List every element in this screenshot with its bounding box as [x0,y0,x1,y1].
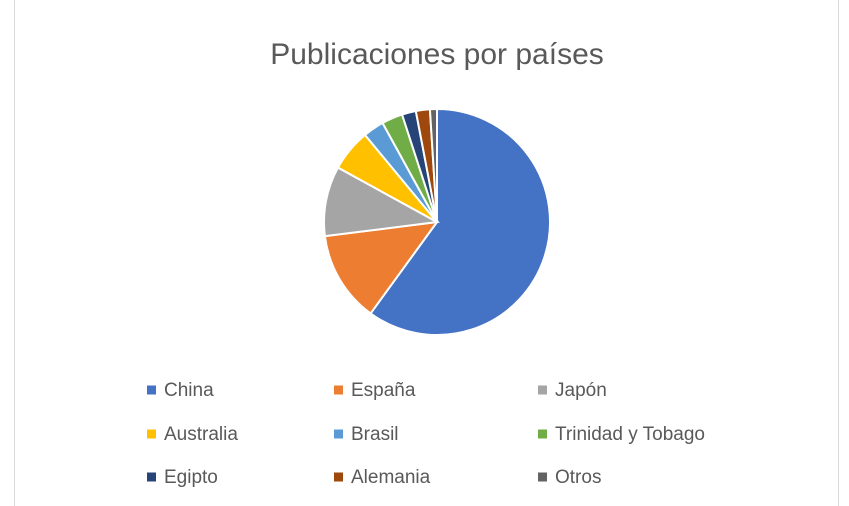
legend-label: Alemania [351,467,431,488]
legend-marker [334,429,343,439]
legend-label: Australia [164,424,238,445]
legend-label: Trinidad y Tobago [555,424,705,445]
legend-marker [538,385,547,395]
legend-marker [334,385,343,395]
pie-slice [428,107,438,223]
legend-label: España [351,380,416,401]
pie-slice [369,107,551,336]
legend-marker [538,429,547,439]
legend-label: Otros [555,467,601,488]
legend-label: Egipto [164,467,218,488]
chart-title: Publicaciones por países [270,38,604,71]
pie-slice [323,166,441,238]
legend-marker [334,472,343,482]
legend-marker [147,429,156,439]
legend-marker [538,472,547,482]
legend-marker [147,385,156,395]
legend-label: China [164,380,214,401]
legend-marker [147,472,156,482]
legend-label: Brasil [351,424,399,445]
pie-slice [323,220,440,315]
legend-label: Japón [555,380,607,401]
